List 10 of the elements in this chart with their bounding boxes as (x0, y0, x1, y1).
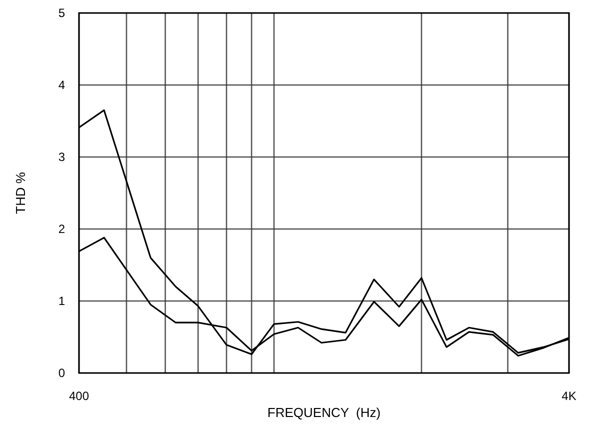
y-tick-label: 2 (58, 222, 66, 236)
y-tick-label: 5 (58, 6, 66, 20)
y-axis-title: THD % (13, 172, 28, 214)
y-tick-label: 1 (58, 294, 66, 308)
y-tick-label: 4 (58, 78, 66, 92)
x-tick-label: 400 (68, 389, 90, 403)
y-tick-label: 0 (58, 366, 66, 380)
x-tick-label: 4K (562, 389, 576, 403)
x-axis-title: FREQUENCY (Hz) (267, 405, 381, 420)
y-tick-label: 3 (58, 150, 66, 164)
